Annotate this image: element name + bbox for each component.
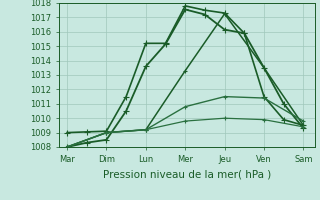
X-axis label: Pression niveau de la mer( hPa ): Pression niveau de la mer( hPa ) xyxy=(103,169,271,179)
